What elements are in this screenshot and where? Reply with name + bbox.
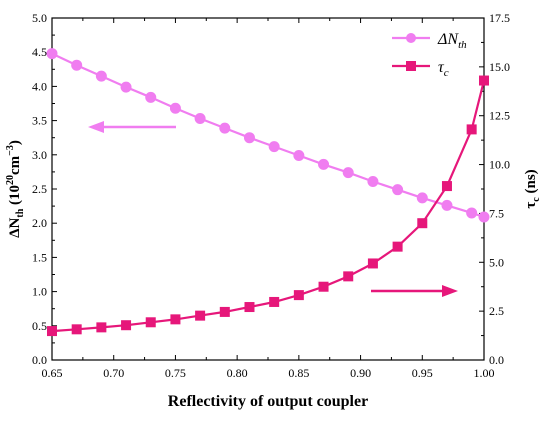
series-1-point xyxy=(95,70,107,82)
series-2-point xyxy=(318,281,329,292)
series-2-point xyxy=(392,241,403,252)
series-1-point xyxy=(342,167,354,179)
y-left-tick-label: 4.5 xyxy=(32,45,47,59)
y-right-title-sub: c xyxy=(531,197,542,202)
y-left-tick-label: 4.0 xyxy=(32,79,47,93)
y-left-title-sub: th xyxy=(15,208,26,217)
series-2-point xyxy=(219,306,230,317)
series-1-point xyxy=(120,81,132,93)
series-2-point xyxy=(293,290,304,301)
series-2-point xyxy=(145,317,156,328)
y-left-title-mid: (10 xyxy=(7,185,23,209)
y-right-tick-label: 0.0 xyxy=(489,353,504,367)
x-tick-label: 0.85 xyxy=(288,366,309,380)
series-2-point xyxy=(466,124,477,135)
series-1-point xyxy=(169,102,181,114)
series-2-point xyxy=(269,296,280,307)
series-1-point xyxy=(392,184,404,196)
right-arrow-head xyxy=(442,285,458,297)
x-tick-label: 0.95 xyxy=(412,366,433,380)
y-left-axis-title: ΔNth (1020cm−3) xyxy=(5,140,26,238)
series-1-point xyxy=(268,141,280,153)
x-tick-label: 1.00 xyxy=(474,366,495,380)
y-right-tick-label: 15.0 xyxy=(489,60,510,74)
series-1-point xyxy=(243,132,255,144)
y-left-tick-label: 0.5 xyxy=(32,319,47,333)
series-2-point xyxy=(96,322,107,333)
series-2-point xyxy=(417,218,428,229)
legend-label-1: ΔNth xyxy=(437,31,467,51)
series-1-point xyxy=(367,175,379,187)
y-left-tick-label: 1.0 xyxy=(32,285,47,299)
y-left-title-base: ΔN xyxy=(7,217,23,237)
legend-marker-1 xyxy=(406,33,416,43)
series-1-point xyxy=(194,113,206,125)
series-1-point xyxy=(416,192,428,204)
series-2-point xyxy=(479,75,489,86)
y-left-tick-label: 3.5 xyxy=(32,114,47,128)
series-1-point xyxy=(145,91,157,103)
y-left-title-sup2: −3 xyxy=(5,145,16,156)
y-left-tick-label: 0.0 xyxy=(32,353,47,367)
y-right-tick-label: 7.5 xyxy=(489,206,504,220)
legend-label-sub: th xyxy=(458,39,467,51)
y-left-tick-label: 3.0 xyxy=(32,148,47,162)
series-line-2 xyxy=(51,80,486,333)
legend-label-base: τ xyxy=(438,59,445,76)
series-1-point xyxy=(293,149,305,161)
series-2-point xyxy=(195,310,206,321)
y-left-tick-label: 2.0 xyxy=(32,216,47,230)
y-right-tick-label: 2.5 xyxy=(489,304,504,318)
y-right-tick-label: 12.5 xyxy=(489,109,510,123)
y-right-tick-label: 10.0 xyxy=(489,158,510,172)
y-right-title-base: τ xyxy=(523,202,539,209)
left-arrow-head xyxy=(88,121,104,133)
series-1-point xyxy=(219,122,231,134)
series-1-point xyxy=(318,158,330,170)
y-left-tick-label: 1.5 xyxy=(32,250,47,264)
y-left-title-sup1: 20 xyxy=(5,175,16,185)
series-2-point xyxy=(47,326,57,337)
y-left-title-mid2: cm xyxy=(7,155,23,175)
series-1-point xyxy=(466,207,478,219)
series-line-1 xyxy=(51,52,485,219)
series-2-point xyxy=(71,324,82,335)
y-right-axis-title: τc (ns) xyxy=(523,169,542,208)
x-tick-label: 0.70 xyxy=(103,366,124,380)
legend-label-base: ΔN xyxy=(437,31,459,48)
series-1-point xyxy=(441,199,453,211)
x-tick-label: 0.75 xyxy=(165,366,186,380)
series-1-point xyxy=(478,211,490,223)
series-2-point xyxy=(170,314,181,325)
series-2-point xyxy=(367,258,378,269)
y-left-title-end: ) xyxy=(7,140,23,145)
y-right-tick-label: 17.5 xyxy=(489,11,510,25)
y-right-tick-label: 5.0 xyxy=(489,255,504,269)
series-1-point xyxy=(71,59,83,71)
y-right-title-end: (ns) xyxy=(523,169,539,197)
x-tick-label: 0.65 xyxy=(42,366,63,380)
series-2-point xyxy=(441,181,452,192)
legend-label-2: τc xyxy=(438,59,449,79)
y-left-tick-label: 5.0 xyxy=(32,11,47,25)
x-axis-title: Reflectivity of output coupler xyxy=(168,393,368,410)
series-1-point xyxy=(46,48,58,60)
plot-frame xyxy=(51,17,485,361)
x-tick-label: 0.90 xyxy=(350,366,371,380)
legend-label-sub: c xyxy=(444,67,449,79)
series-2-point xyxy=(244,302,255,313)
series-2-point xyxy=(121,320,132,331)
y-left-tick-label: 2.5 xyxy=(32,182,47,196)
x-tick-label: 0.80 xyxy=(227,366,248,380)
legend-marker-2 xyxy=(406,61,416,71)
series-2-point xyxy=(343,271,354,282)
